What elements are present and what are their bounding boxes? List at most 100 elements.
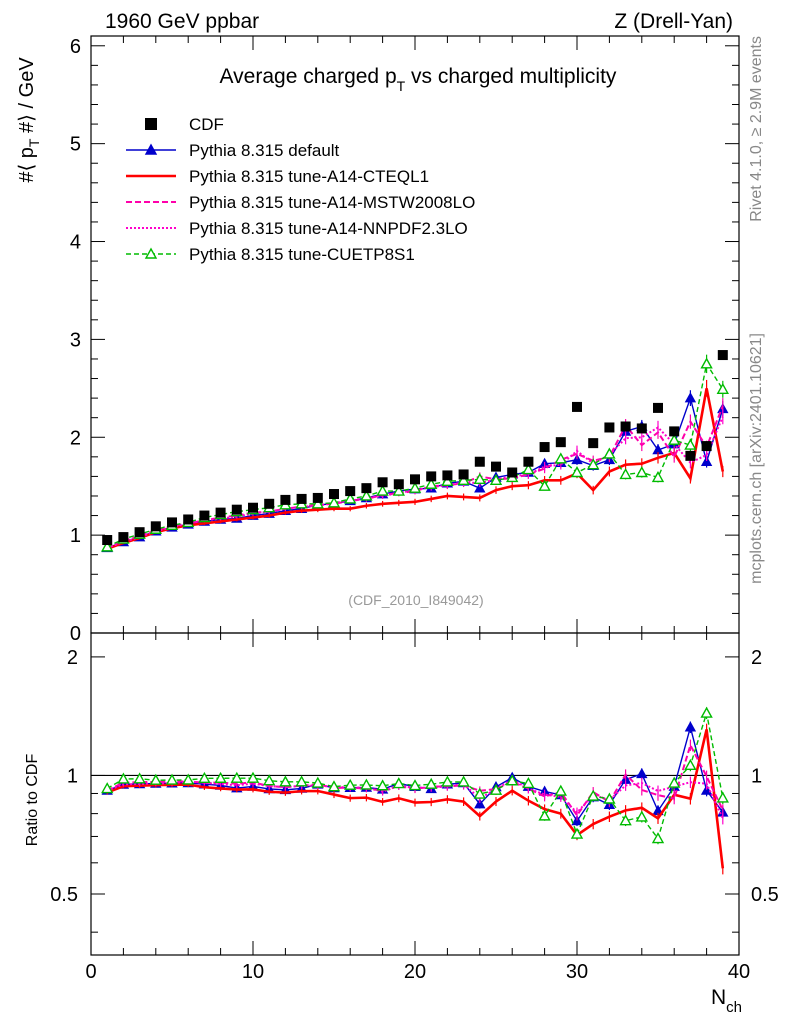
x-axis-label-sub: ch	[726, 999, 742, 1016]
chart-title: Average charged pT vs charged multiplici…	[220, 65, 617, 94]
ratio-marker	[230, 771, 243, 783]
data-point	[329, 489, 339, 500]
series-marker	[603, 447, 616, 459]
ratio-marker	[684, 721, 697, 732]
data-point	[588, 438, 599, 449]
ratio-marker	[327, 780, 341, 792]
ratio-y-tick-label-right: 2	[751, 647, 762, 669]
series-marker	[619, 468, 632, 480]
series-pythia-8-315-tune-a14-cteql1	[106, 379, 725, 551]
ratio-marker	[408, 779, 422, 791]
analysis-tag: (CDF_2010_I849042)	[348, 592, 483, 608]
series-line	[106, 405, 724, 549]
series-marker	[716, 382, 729, 395]
side-label-top: Rivet 4.1.0, ≥ 2.9M events	[748, 36, 765, 222]
data-point	[669, 426, 680, 437]
legend-marker	[145, 118, 157, 130]
x-tick-label: 30	[566, 961, 588, 983]
chart-title-sub: T	[397, 78, 406, 94]
ratio-marker	[651, 832, 665, 844]
x-tick-label: 10	[242, 961, 264, 983]
data-point	[604, 422, 615, 433]
x-tick-label: 0	[85, 961, 96, 983]
legend-marker	[144, 247, 158, 259]
legend-entry-pythia-8-315-tune-cuetp8s1: Pythia 8.315 tune-CUETP8S1	[126, 245, 415, 264]
data-point	[653, 402, 663, 413]
series-marker	[522, 463, 535, 475]
ratio-marker	[457, 775, 470, 787]
main-y-tick-label: 6	[70, 36, 81, 58]
data-point	[458, 469, 469, 480]
ratio-marker	[133, 772, 146, 784]
ratio-marker	[636, 767, 648, 779]
series-marker	[570, 466, 584, 478]
top-right-label: Z (Drell-Yan)	[614, 10, 733, 33]
ratio-marker	[263, 774, 276, 786]
ratio-marker	[392, 777, 405, 789]
data-point	[296, 493, 307, 504]
series-marker	[554, 452, 567, 464]
ratio-y-tick-label-right: 0.5	[751, 884, 779, 906]
data-point	[215, 507, 226, 518]
ratio-series-line	[106, 724, 724, 823]
legend-label: Pythia 8.315 tune-A14-MSTW2008LO	[189, 193, 475, 212]
series-marker	[392, 484, 405, 496]
series-marker	[408, 481, 422, 493]
ratio-marker	[587, 789, 600, 801]
series-marker	[635, 466, 648, 478]
data-point	[620, 421, 631, 432]
chart-title-main: Average charged p	[220, 65, 397, 88]
ratio-y-tick-label-left: 0.5	[50, 884, 78, 906]
legend: CDF Pythia 8.315 default Pythia 8.315 tune…	[126, 115, 475, 264]
ratio-marker	[700, 784, 713, 795]
ratio-marker	[700, 706, 713, 718]
data-point	[102, 535, 113, 546]
x-tick-label: 40	[728, 961, 750, 983]
data-point	[685, 450, 696, 461]
legend-entry-cdf: CDF	[145, 115, 224, 134]
series-marker	[344, 492, 357, 504]
series-marker	[668, 433, 681, 445]
ratio-marker	[295, 775, 308, 787]
data-point	[248, 502, 258, 513]
data-point	[442, 470, 453, 481]
series-cdf	[102, 350, 728, 546]
y-axis-label-post: #⟩ / GeV	[16, 57, 38, 139]
data-point	[377, 477, 388, 488]
x-tick-label: 20	[404, 961, 426, 983]
y-axis-label: #⟨ pT #⟩ / GeV	[16, 57, 42, 183]
data-point	[491, 461, 501, 472]
ratio-marker	[474, 798, 486, 809]
series-marker	[571, 453, 583, 465]
series-marker	[700, 357, 713, 369]
main-y-tick-label: 1	[70, 525, 81, 547]
series-line	[106, 388, 725, 551]
ratio-marker	[279, 775, 292, 787]
legend-entry-pythia-8-315-tune-a14-nnpdf2-3lo: Pythia 8.315 tune-A14-NNPDF2.3LO	[126, 219, 468, 238]
main-panel: 0 1 2 3 4 5 6	[70, 35, 740, 645]
series-marker	[489, 473, 503, 486]
ratio-marker	[376, 779, 389, 791]
data-point	[231, 504, 242, 515]
top-left-label: 1960 GeV ppbar	[105, 10, 259, 33]
x-axis-label-main: N	[711, 986, 726, 1009]
series-marker	[441, 474, 454, 487]
ratio-marker	[182, 773, 195, 785]
data-point	[426, 471, 437, 482]
ratio-marker	[246, 771, 260, 783]
data-point	[636, 423, 647, 434]
ratio-y-axis-label: Ratio to CDF	[24, 754, 41, 847]
legend-marker	[144, 143, 158, 155]
ratio-y-tick-label-left: 2	[67, 647, 78, 669]
legend-entry-pythia-8-315-tune-a14-cteql1: Pythia 8.315 tune-A14-CTEQL1	[126, 167, 429, 186]
data-point	[312, 492, 323, 503]
ratio-marker	[538, 809, 551, 821]
ratio-marker	[198, 771, 211, 784]
main-y-tick-label: 2	[70, 427, 81, 449]
main-y-tick-label: 4	[70, 232, 81, 254]
series-marker	[473, 472, 486, 485]
series-marker	[684, 392, 697, 403]
ratio-marker	[522, 777, 535, 789]
data-point	[167, 517, 177, 528]
data-point	[701, 441, 712, 452]
